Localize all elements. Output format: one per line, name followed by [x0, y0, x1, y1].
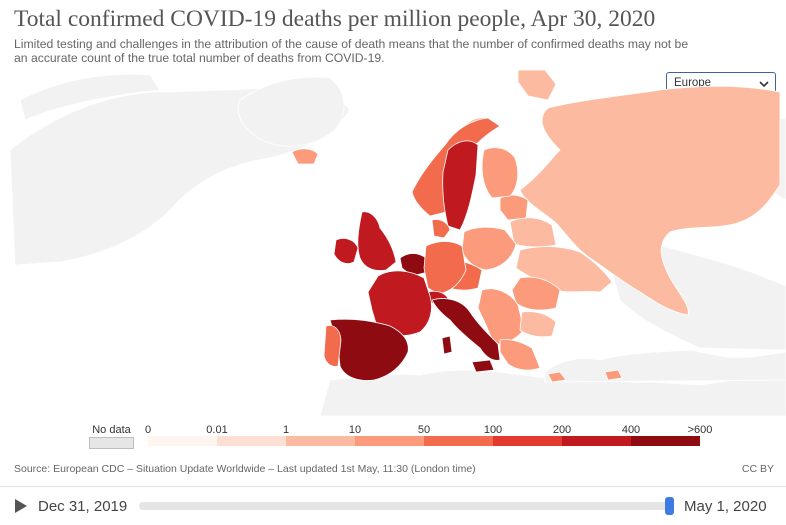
- country-turkey-small: [604, 369, 623, 381]
- western-europe: [323, 211, 501, 381]
- legend-tick-label: 1: [282, 424, 290, 436]
- europe-map: [9, 69, 786, 416]
- country-sardinia: [441, 335, 453, 355]
- country-spain: [329, 318, 409, 381]
- legend-no-data-swatch: [89, 437, 134, 449]
- footer-divider: [0, 486, 786, 487]
- country-belarus: [509, 217, 557, 248]
- legend-bin-2: [286, 436, 355, 446]
- legend-tick-label: 0: [144, 424, 152, 436]
- chevron-down-icon: [759, 81, 769, 88]
- country-baltics: [499, 194, 529, 221]
- license-link[interactable]: CC BY: [741, 463, 774, 475]
- legend-tick-label: 0.01: [206, 424, 228, 436]
- legend-bin-4: [424, 436, 493, 446]
- timeline-handle[interactable]: [665, 497, 674, 515]
- country-sweden: [442, 140, 479, 231]
- country-sicily: [471, 359, 495, 373]
- timeline-start-date: Dec 31, 2019: [38, 498, 128, 515]
- legend-tick-label: >600: [687, 424, 713, 436]
- legend-bin-0: [148, 436, 217, 446]
- country-ireland: [333, 238, 359, 264]
- country-greece: [499, 339, 541, 371]
- chart-title: Total confirmed COVID-19 deaths per mill…: [14, 6, 656, 32]
- timeline-end-date: May 1, 2020: [684, 498, 767, 515]
- legend-bin-1: [217, 436, 286, 446]
- country-poland: [461, 226, 517, 271]
- country-italy: [431, 298, 501, 361]
- legend-bin-6: [562, 436, 631, 446]
- country-iceland: [291, 148, 319, 165]
- source-note: Source: European CDC – Situation Update …: [14, 463, 476, 475]
- legend-bin-7: [631, 436, 700, 446]
- country-uk: [357, 211, 397, 271]
- timeline-slider[interactable]: [139, 502, 673, 510]
- legend-tick-label: 10: [348, 424, 362, 436]
- legend-bin-3: [355, 436, 424, 446]
- eastern-europe: [439, 194, 623, 383]
- country-finland: [481, 147, 519, 199]
- legend-color-scale: [148, 436, 700, 446]
- country-bulgaria: [519, 311, 557, 338]
- country-denmark: [431, 219, 451, 239]
- play-button[interactable]: [14, 498, 28, 514]
- legend-tick-label: 200: [552, 424, 572, 436]
- nordics: [291, 117, 519, 231]
- region-select-value: Europe: [674, 77, 712, 89]
- chart-subtitle: Limited testing and challenges in the at…: [14, 37, 689, 65]
- legend-tick-label: 100: [483, 424, 503, 436]
- country-romania: [511, 276, 561, 311]
- legend-no-data: No data: [89, 424, 134, 449]
- legend-bin-5: [493, 436, 562, 446]
- legend-tick-label: 400: [621, 424, 641, 436]
- country-portugal: [323, 325, 342, 367]
- legend-tick-label: 50: [417, 424, 431, 436]
- country-cyprus-aegean: [547, 371, 567, 383]
- legend-no-data-label: No data: [92, 424, 131, 436]
- play-icon: [15, 499, 27, 513]
